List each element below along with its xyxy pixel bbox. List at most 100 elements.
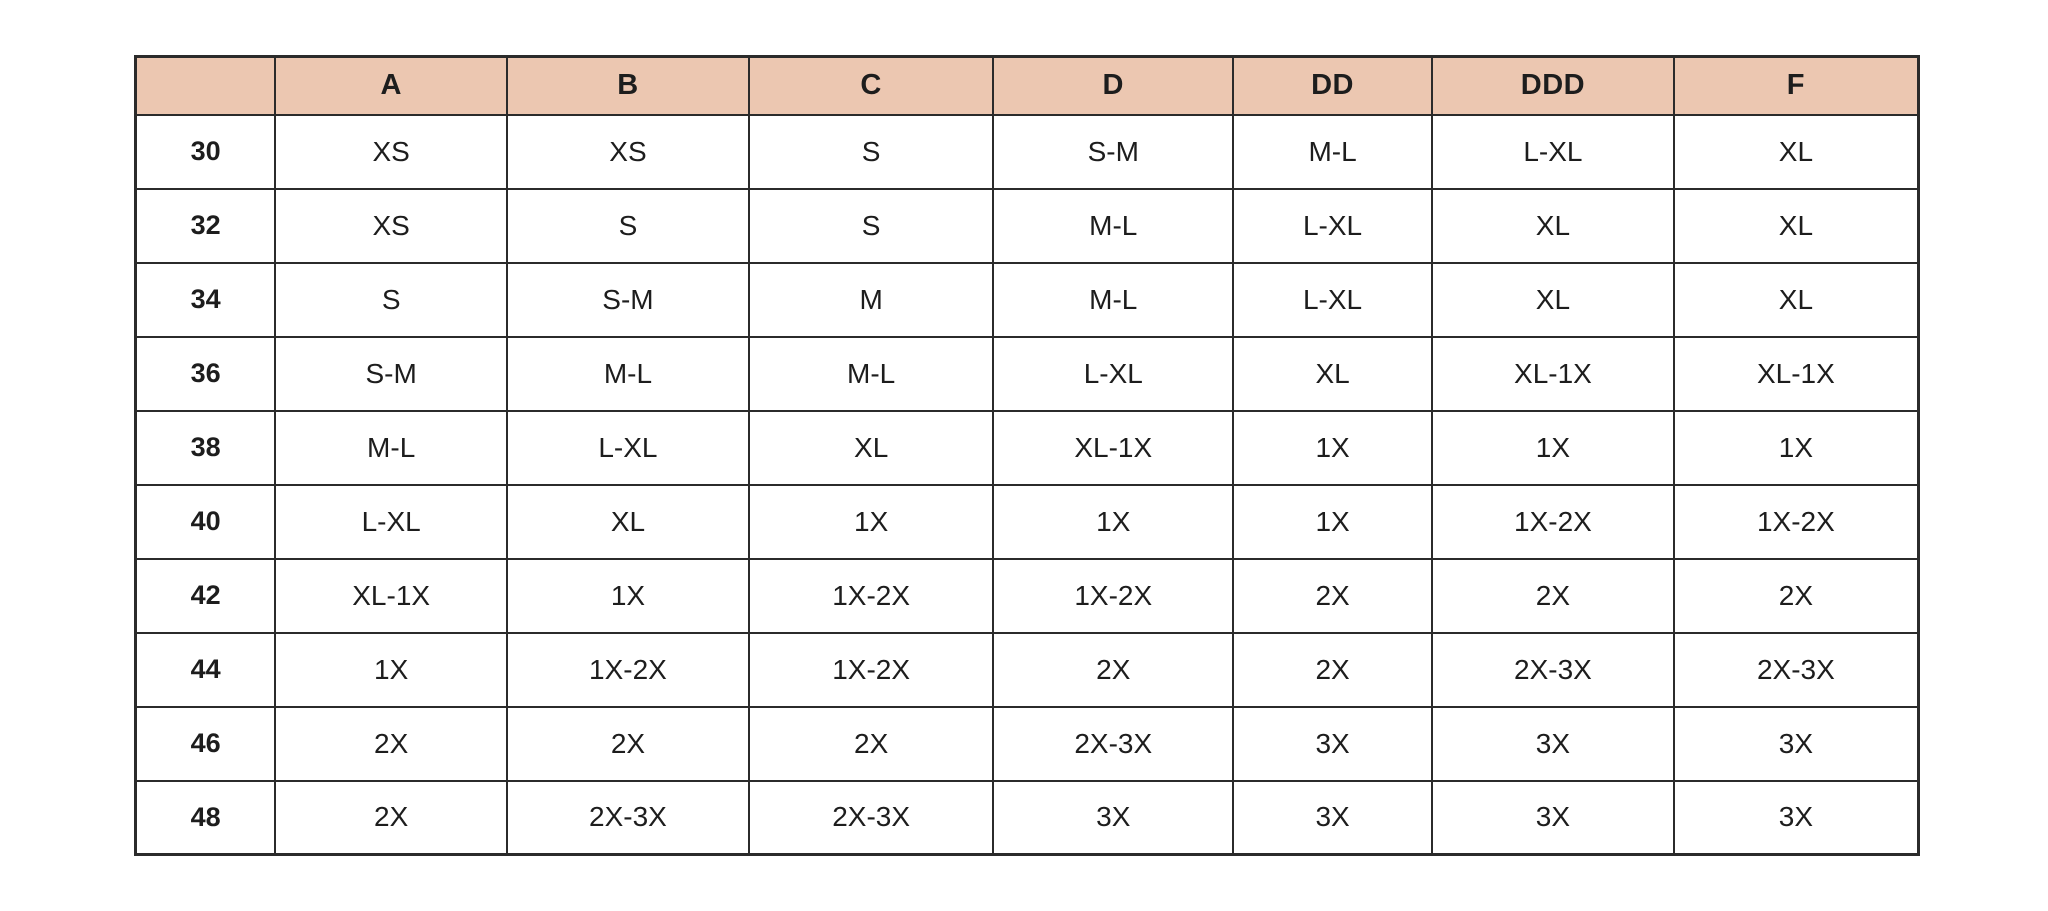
- size-cell: 3X: [1431, 705, 1675, 782]
- size-cell: XL-1X: [992, 409, 1235, 486]
- row-label: 32: [134, 187, 277, 264]
- table-row-36: 36 S-M M-L M-L L-XL XL XL-1X XL-1X: [134, 335, 1920, 412]
- size-cell: L-XL: [506, 409, 750, 486]
- column-header-d: D: [992, 55, 1235, 116]
- size-cell: S-M: [274, 335, 509, 412]
- size-cell: 1X-2X: [1672, 483, 1920, 560]
- row-label: 34: [134, 261, 277, 338]
- table-row-34: 34 S S-M M M-L L-XL XL XL: [134, 261, 1920, 338]
- size-cell: XL: [1672, 187, 1920, 264]
- size-cell: XL: [1431, 187, 1675, 264]
- size-cell: S: [274, 261, 509, 338]
- size-cell: 1X: [1232, 483, 1434, 560]
- size-cell: 2X: [1672, 557, 1920, 634]
- size-cell: XL-1X: [1431, 335, 1675, 412]
- corner-header-cell: [134, 55, 277, 116]
- size-cell: 2X: [1232, 557, 1434, 634]
- size-cell: 2X-3X: [1672, 631, 1920, 708]
- size-cell: XL: [1672, 261, 1920, 338]
- size-cell: 1X: [1431, 409, 1675, 486]
- size-cell: S: [747, 187, 995, 264]
- size-cell: 1X: [747, 483, 995, 560]
- table-row-42: 42 XL-1X 1X 1X-2X 1X-2X 2X 2X 2X: [134, 557, 1920, 634]
- size-cell: 3X: [1672, 705, 1920, 782]
- size-cell: 1X: [506, 557, 750, 634]
- size-cell: 2X: [747, 705, 995, 782]
- table-row-44: 44 1X 1X-2X 1X-2X 2X 2X 2X-3X 2X-3X: [134, 631, 1920, 708]
- size-cell: M-L: [992, 187, 1235, 264]
- size-cell: L-XL: [274, 483, 509, 560]
- column-header-c: C: [747, 55, 995, 116]
- size-cell: M: [747, 261, 995, 338]
- header-row: A B C D DD DDD F: [134, 55, 1920, 116]
- size-cell: 2X: [506, 705, 750, 782]
- table-row-48: 48 2X 2X-3X 2X-3X 3X 3X 3X 3X: [134, 779, 1920, 856]
- size-chart: A B C D DD DDD F 30 XS XS S S-M M-L L-XL XL 32 XS S S M-L L…: [134, 55, 1920, 856]
- size-cell: XL: [747, 409, 995, 486]
- column-header-ddd: DDD: [1431, 55, 1675, 116]
- size-cell: 2X: [274, 705, 509, 782]
- size-cell: M-L: [274, 409, 509, 486]
- size-cell: 2X: [992, 631, 1235, 708]
- size-cell: 2X-3X: [1431, 631, 1675, 708]
- size-cell: S: [747, 113, 995, 190]
- row-label: 30: [134, 113, 277, 190]
- size-cell: 3X: [1672, 779, 1920, 856]
- size-cell: L-XL: [1232, 261, 1434, 338]
- size-cell: 1X: [992, 483, 1235, 560]
- size-cell: 2X-3X: [506, 779, 750, 856]
- table-row-30: 30 XS XS S S-M M-L L-XL XL: [134, 113, 1920, 190]
- size-cell: XS: [506, 113, 750, 190]
- size-chart-table: A B C D DD DDD F 30 XS XS S S-M M-L L-XL XL 32 XS S S M-L L…: [134, 55, 1920, 856]
- column-header-dd: DD: [1232, 55, 1434, 116]
- size-cell: L-XL: [992, 335, 1235, 412]
- column-header-f: F: [1672, 55, 1920, 116]
- size-cell: 2X-3X: [992, 705, 1235, 782]
- size-cell: XS: [274, 113, 509, 190]
- size-cell: 1X-2X: [506, 631, 750, 708]
- row-label: 40: [134, 483, 277, 560]
- size-cell: S-M: [992, 113, 1235, 190]
- size-cell: 2X: [274, 779, 509, 856]
- size-cell: XL: [1672, 113, 1920, 190]
- size-cell: 1X: [1232, 409, 1434, 486]
- column-header-b: B: [506, 55, 750, 116]
- row-label: 38: [134, 409, 277, 486]
- size-cell: 1X-2X: [1431, 483, 1675, 560]
- size-cell: 1X-2X: [747, 557, 995, 634]
- row-label: 42: [134, 557, 277, 634]
- size-cell: XL: [1431, 261, 1675, 338]
- table-row-38: 38 M-L L-XL XL XL-1X 1X 1X 1X: [134, 409, 1920, 486]
- row-label: 44: [134, 631, 277, 708]
- row-label: 36: [134, 335, 277, 412]
- size-cell: S-M: [506, 261, 750, 338]
- size-cell: M-L: [747, 335, 995, 412]
- size-cell: 3X: [1232, 705, 1434, 782]
- size-cell: 2X-3X: [747, 779, 995, 856]
- table-row-32: 32 XS S S M-L L-XL XL XL: [134, 187, 1920, 264]
- size-cell: 1X-2X: [747, 631, 995, 708]
- size-cell: L-XL: [1232, 187, 1434, 264]
- table-row-46: 46 2X 2X 2X 2X-3X 3X 3X 3X: [134, 705, 1920, 782]
- row-label: 46: [134, 705, 277, 782]
- size-cell: 3X: [1431, 779, 1675, 856]
- size-cell: XS: [274, 187, 509, 264]
- size-cell: M-L: [1232, 113, 1434, 190]
- size-cell: XL-1X: [1672, 335, 1920, 412]
- size-cell: 1X-2X: [992, 557, 1235, 634]
- size-cell: M-L: [506, 335, 750, 412]
- size-cell: 2X: [1232, 631, 1434, 708]
- size-cell: S: [506, 187, 750, 264]
- size-cell: XL: [1232, 335, 1434, 412]
- size-cell: XL: [506, 483, 750, 560]
- size-cell: 1X: [1672, 409, 1920, 486]
- size-cell: 1X: [274, 631, 509, 708]
- size-cell: M-L: [992, 261, 1235, 338]
- size-cell: 2X: [1431, 557, 1675, 634]
- size-cell: XL-1X: [274, 557, 509, 634]
- table-row-40: 40 L-XL XL 1X 1X 1X 1X-2X 1X-2X: [134, 483, 1920, 560]
- column-header-a: A: [274, 55, 509, 116]
- size-cell: 3X: [992, 779, 1235, 856]
- row-label: 48: [134, 779, 277, 856]
- size-cell: L-XL: [1431, 113, 1675, 190]
